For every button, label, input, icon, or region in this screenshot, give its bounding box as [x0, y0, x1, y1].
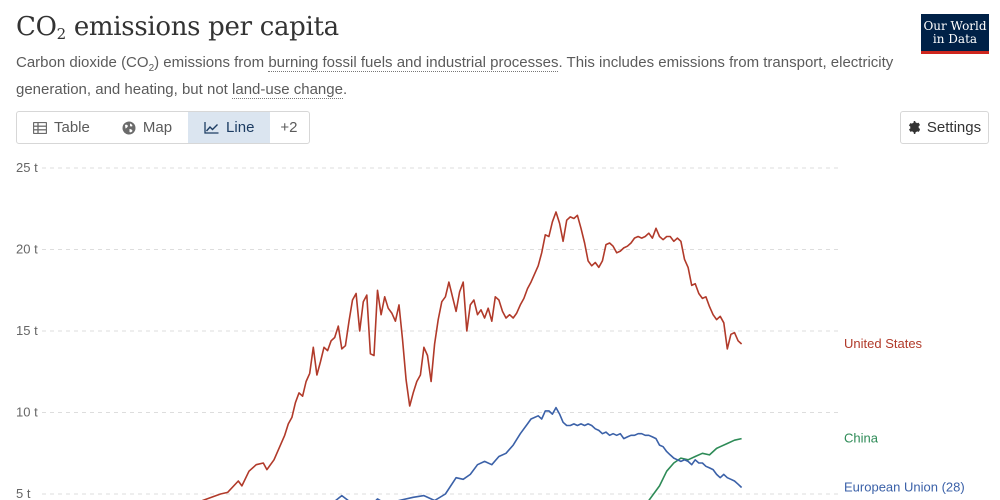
tab-line-label: Line: [226, 119, 255, 136]
chart-series: [156, 211, 743, 500]
chart-subtitle: Carbon dioxide (CO2) emissions from burn…: [16, 54, 894, 99]
y-tick-label: 5 t: [16, 486, 31, 500]
chart-series-labels: United States China European Union (28): [844, 336, 965, 494]
view-tabs: Table Map Line +2: [16, 111, 310, 144]
y-tick-label: 10 t: [16, 405, 38, 420]
logo-bar: [921, 51, 989, 54]
tab-map-label: Map: [142, 119, 173, 136]
series-line-united-states[interactable]: [156, 211, 743, 500]
line-chart: 25 t 20 t 15 t 10 t 5 t United States China Eu…: [16, 160, 965, 500]
series-line-european-union-28[interactable]: [328, 406, 743, 500]
tab-line[interactable]: Line: [188, 112, 271, 143]
y-tick-label: 15 t: [16, 323, 38, 338]
tab-table[interactable]: Table: [17, 112, 106, 143]
fossil-fuels-link[interactable]: burning fossil fuels and industrial proc…: [268, 54, 559, 72]
settings-button[interactable]: Settings: [900, 111, 989, 144]
chart-title: CO2 emissions per capita: [16, 12, 339, 43]
y-tick-label: 25 t: [16, 160, 38, 175]
owid-logo[interactable]: Our World in Data: [921, 14, 989, 54]
land-use-change-link[interactable]: land-use change: [232, 81, 343, 99]
series-label[interactable]: China: [844, 431, 879, 446]
logo-line-1: Our World: [923, 19, 987, 33]
settings-label: Settings: [926, 119, 982, 136]
series-label[interactable]: United States: [844, 336, 923, 351]
series-label[interactable]: European Union (28): [844, 479, 965, 494]
tab-more[interactable]: +2: [270, 112, 307, 143]
globe-icon: [122, 121, 136, 134]
series-line-china[interactable]: [631, 437, 742, 500]
gear-icon: [908, 121, 920, 134]
tab-map[interactable]: Map: [106, 112, 188, 143]
table-icon: [33, 121, 47, 134]
logo-line-2: in Data: [932, 32, 978, 46]
line-chart-icon: [204, 121, 219, 134]
chart-grid: 25 t 20 t 15 t 10 t 5 t: [16, 160, 838, 500]
tab-table-label: Table: [54, 119, 90, 136]
y-tick-label: 20 t: [16, 242, 38, 257]
tab-more-label: +2: [280, 119, 298, 136]
